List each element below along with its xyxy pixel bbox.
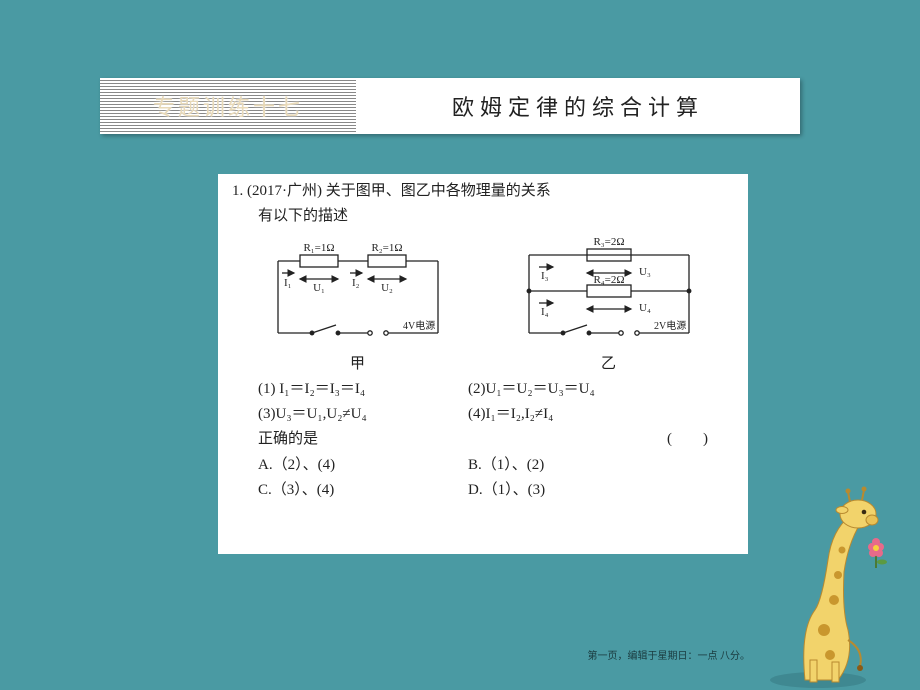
U2-label: U₂ (381, 282, 393, 294)
I1-label: I₁ (284, 277, 292, 289)
circuit-yi-svg: R₃=2Ω R₄=2Ω I₃ I₄ U₃ U₄ 2V电源 (509, 233, 709, 353)
option-a: A.（2）、(4) (258, 454, 468, 477)
R3-label: R₃=2Ω (593, 236, 624, 248)
correct-prompt-row: 正确的是 ( ) (258, 428, 734, 451)
question-stem-line1: 1. (2017·广州) 关于图甲、图乙中各物理量的关系 (232, 180, 734, 203)
U3-label: U₃ (639, 266, 651, 278)
statement-3: (3)U₃＝U₁,U₂≠U₄ (258, 403, 468, 426)
yi-caption: 乙 (509, 353, 709, 376)
R4-label: R₄=2Ω (593, 274, 624, 286)
answer-blank: ( ) (667, 428, 716, 451)
statement-row-1: (1) I₁＝I₂＝I₃＝I₄ (2)U₁＝U₂＝U₃＝U₄ (258, 378, 734, 401)
I3-label: I₃ (541, 270, 549, 282)
page-footer: 第一页，编辑于星期日：一点 八分。 (588, 647, 751, 662)
option-c: C.（3）、(4) (258, 479, 468, 502)
circuit-jia: R₁=1Ω R₂=1Ω I₁ I₂ U₁ U₂ 4V电源 甲 (258, 233, 458, 376)
correct-prompt: 正确的是 (258, 428, 318, 451)
I4-label: I₄ (541, 306, 549, 318)
U1-label: U₁ (313, 282, 325, 294)
question-stem-line2: 有以下的描述 (258, 205, 734, 228)
chapter-title: 欧姆定律的综合计算 (452, 90, 704, 122)
chapter-title-strip: 欧姆定律的综合计算 (356, 78, 800, 134)
statement-4: (4)I₁＝I₂,I₂≠I₄ (468, 403, 553, 426)
chapter-number-strip: 专题训练十七 (100, 78, 356, 134)
I2-label: I₂ (352, 277, 360, 289)
option-b: B.（1）、(2) (468, 454, 544, 477)
giraffe-icon (760, 480, 900, 690)
question-panel: 1. (2017·广州) 关于图甲、图乙中各物理量的关系 有以下的描述 (218, 174, 748, 554)
circuit-jia-svg: R₁=1Ω R₂=1Ω I₁ I₂ U₁ U₂ 4V电源 (258, 233, 458, 353)
statement-1: (1) I₁＝I₂＝I₃＝I₄ (258, 378, 468, 401)
option-row-cd: C.（3）、(4) D.（1）、(3) (258, 479, 734, 502)
option-d: D.（1）、(3) (468, 479, 545, 502)
jia-source: 4V电源 (403, 319, 435, 332)
R2-label: R₂=1Ω (371, 242, 402, 254)
question-source: (2017·广州) (247, 183, 322, 199)
statement-row-2: (3)U₃＝U₁,U₂≠U₄ (4)I₁＝I₂,I₂≠I₄ (258, 403, 734, 426)
chapter-header: 专题训练十七 欧姆定律的综合计算 (100, 78, 800, 134)
question-number: 1. (232, 183, 243, 199)
option-row-ab: A.（2）、(4) B.（1）、(2) (258, 454, 734, 477)
circuit-yi: R₃=2Ω R₄=2Ω I₃ I₄ U₃ U₄ 2V电源 乙 (509, 233, 709, 376)
question-text1: 关于图甲、图乙中各物理量的关系 (326, 183, 551, 199)
statement-2: (2)U₁＝U₂＝U₃＝U₄ (468, 378, 595, 401)
U4-label: U₄ (639, 302, 651, 314)
jia-caption: 甲 (258, 353, 458, 376)
R1-label: R₁=1Ω (303, 242, 334, 254)
chapter-number: 专题训练十七 (153, 90, 303, 122)
diagram-row: R₁=1Ω R₂=1Ω I₁ I₂ U₁ U₂ 4V电源 甲 (232, 233, 734, 376)
yi-source: 2V电源 (654, 319, 686, 332)
